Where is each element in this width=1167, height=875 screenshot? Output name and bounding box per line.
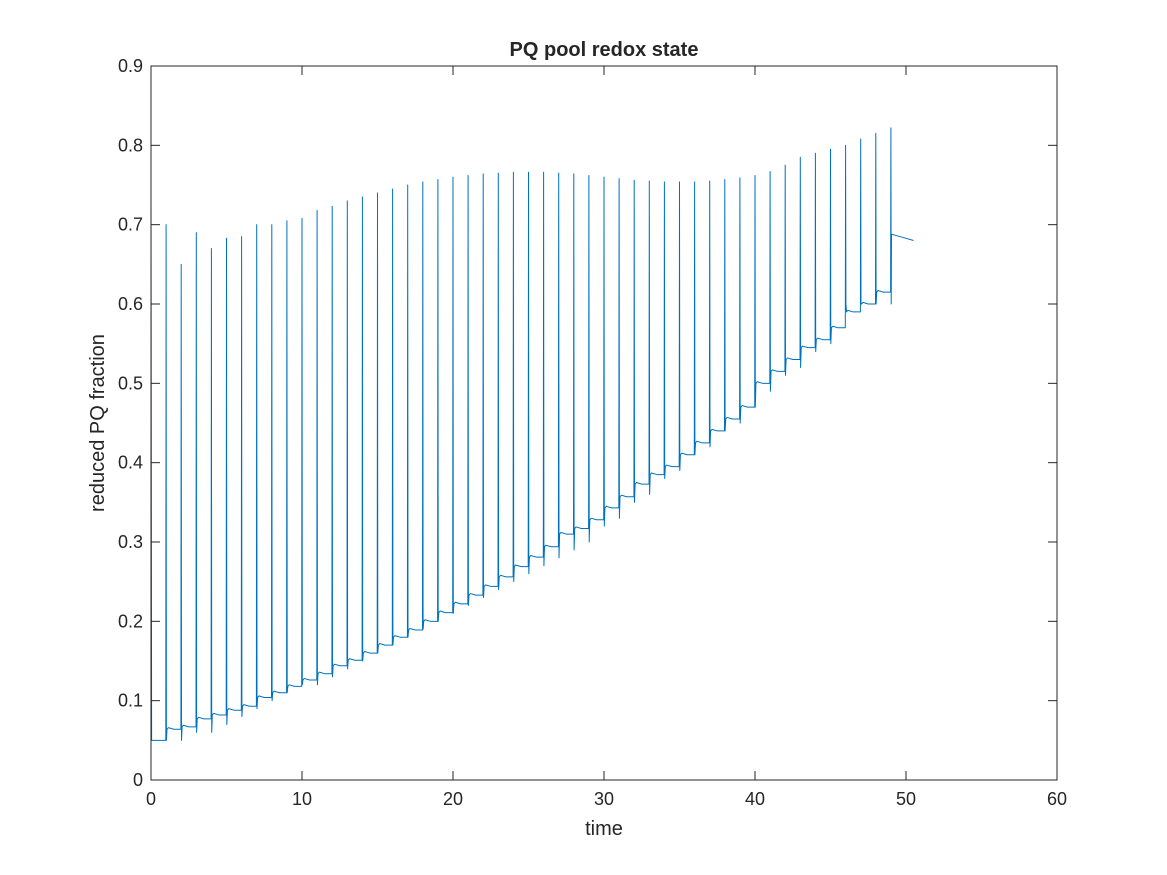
y-axis-ticks: 0 0.1 0.2 0.3 0.4 0.5 0.6 0.7 0.8 0.9 [118,56,1057,790]
y-tick-label: 0.5 [118,373,143,393]
series-layer [150,127,914,741]
y-tick-label: 0.4 [118,453,143,473]
x-tick-label: 50 [896,789,916,809]
x-tick-label: 30 [594,789,614,809]
x-axis-ticks: 0 10 20 30 40 50 60 [146,66,1067,809]
x-tick-label: 10 [292,789,312,809]
y-tick-label: 0.3 [118,532,143,552]
y-tick-label: 0.7 [118,215,143,235]
x-axis-label: time [585,818,623,840]
y-tick-label: 0.2 [118,611,143,631]
chart-title: PQ pool redox state [510,39,699,61]
y-tick-label: 0.6 [118,294,143,314]
x-tick-label: 0 [146,789,156,809]
y-axis-label: reduced PQ fraction [87,334,109,512]
x-tick-label: 20 [443,789,463,809]
x-tick-label: 40 [745,789,765,809]
y-tick-label: 0.9 [118,56,143,76]
y-tick-label: 0 [133,770,143,790]
x-tick-label: 60 [1047,789,1067,809]
y-tick-label: 0.1 [118,691,143,711]
series-line [150,127,914,741]
y-tick-label: 0.8 [118,135,143,155]
